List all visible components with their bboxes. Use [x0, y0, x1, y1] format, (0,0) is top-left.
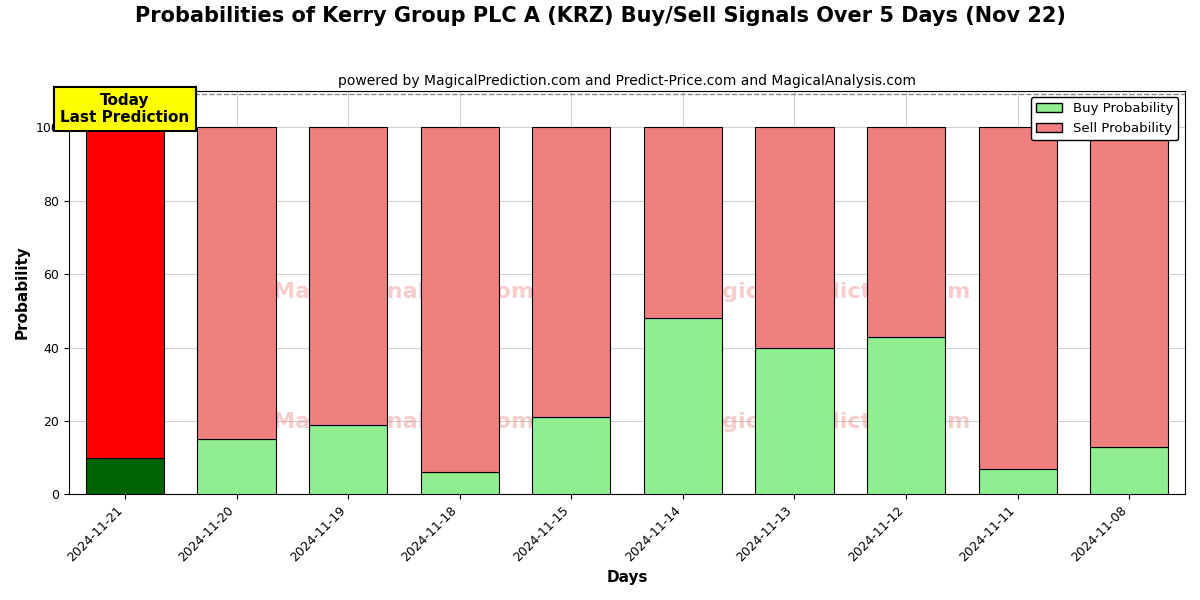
Bar — [86, 458, 164, 494]
Bar — [421, 472, 499, 494]
Bar — [644, 127, 722, 318]
Bar — [198, 127, 276, 439]
Bar — [310, 425, 388, 494]
Text: Probabilities of Kerry Group PLC A (KRZ) Buy/Sell Signals Over 5 Days (Nov 22): Probabilities of Kerry Group PLC A (KRZ)… — [134, 6, 1066, 26]
Bar — [533, 127, 611, 417]
Text: MagicalAnalysis.com: MagicalAnalysis.com — [274, 412, 534, 431]
Text: MagicalAnalysis.com: MagicalAnalysis.com — [274, 283, 534, 302]
Text: MagicalPrediction.com: MagicalPrediction.com — [685, 412, 971, 431]
Bar — [533, 417, 611, 494]
Bar — [86, 127, 164, 458]
Text: MagicalPrediction.com: MagicalPrediction.com — [685, 283, 971, 302]
Y-axis label: Probability: Probability — [16, 245, 30, 340]
Bar — [755, 347, 834, 494]
X-axis label: Days: Days — [606, 570, 648, 585]
Title: powered by MagicalPrediction.com and Predict-Price.com and MagicalAnalysis.com: powered by MagicalPrediction.com and Pre… — [338, 74, 916, 88]
Text: Today
Last Prediction: Today Last Prediction — [60, 93, 190, 125]
Bar — [866, 337, 946, 494]
Bar — [310, 127, 388, 425]
Bar — [644, 318, 722, 494]
Legend: Buy Probability, Sell Probability: Buy Probability, Sell Probability — [1031, 97, 1178, 140]
Bar — [1090, 127, 1169, 446]
Bar — [198, 439, 276, 494]
Bar — [755, 127, 834, 347]
Bar — [978, 469, 1057, 494]
Bar — [421, 127, 499, 472]
Bar — [978, 127, 1057, 469]
Bar — [866, 127, 946, 337]
Bar — [1090, 446, 1169, 494]
